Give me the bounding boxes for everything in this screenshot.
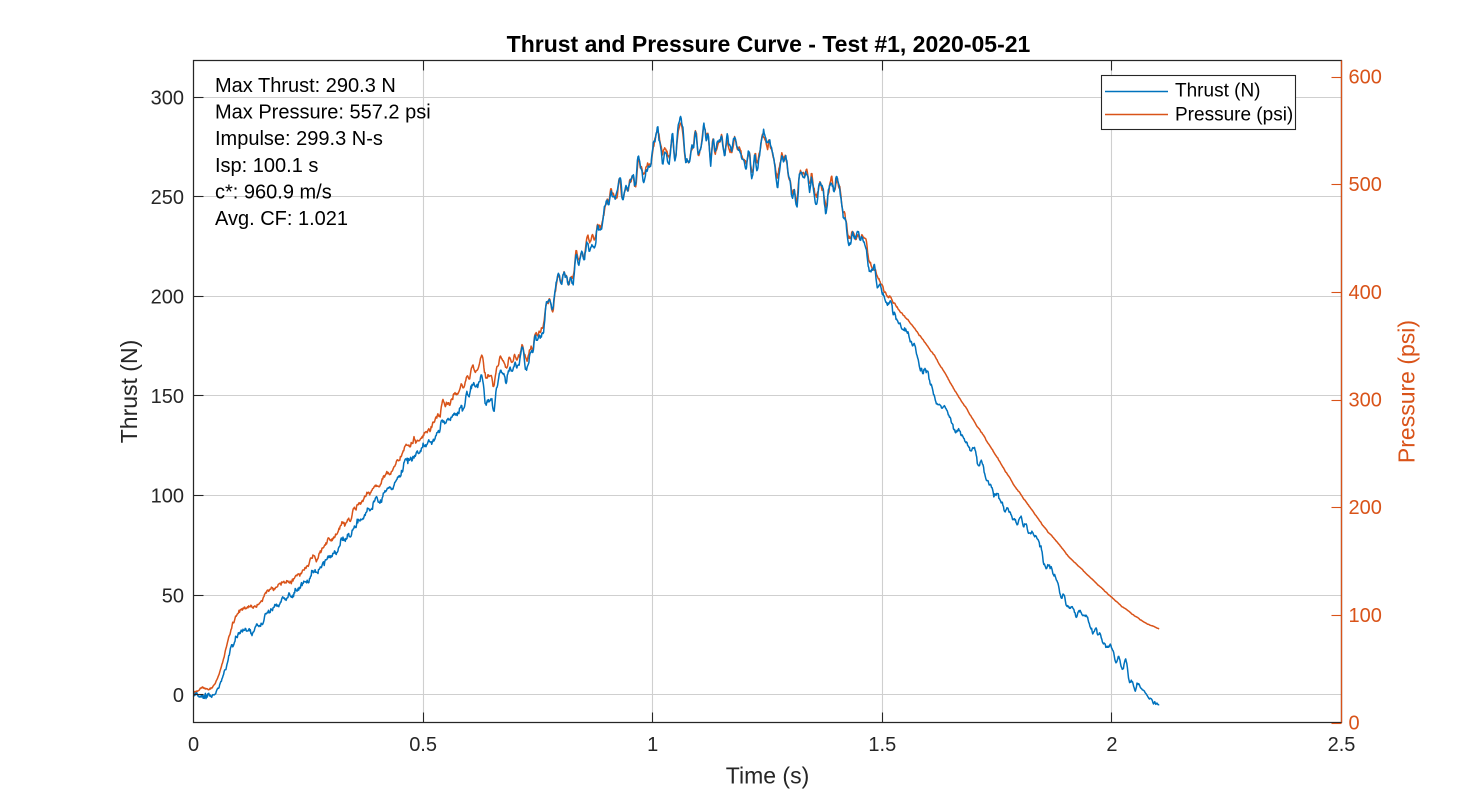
svg-text:600: 600 [1349,67,1382,89]
svg-text:0: 0 [188,734,199,756]
svg-text:300: 300 [1349,390,1382,412]
svg-text:Max Thrust: 290.3 N: Max Thrust: 290.3 N [215,75,396,97]
svg-text:500: 500 [1349,174,1382,196]
svg-text:Avg. CF: 1.021: Avg. CF: 1.021 [215,208,348,230]
svg-text:Thrust and Pressure Curve - Te: Thrust and Pressure Curve - Test #1, 202… [507,31,1031,57]
svg-text:400: 400 [1349,282,1382,304]
svg-text:300: 300 [151,87,184,109]
svg-text:1.5: 1.5 [868,734,896,756]
svg-text:100: 100 [1349,605,1382,627]
svg-text:c*: 960.9 m/s: c*: 960.9 m/s [215,182,332,204]
svg-text:2.5: 2.5 [1328,734,1356,756]
svg-text:Thrust (N): Thrust (N) [116,340,142,444]
svg-text:1: 1 [647,734,658,756]
svg-text:50: 50 [162,585,184,607]
svg-text:Thrust (N): Thrust (N) [1175,81,1261,102]
svg-text:Pressure (psi): Pressure (psi) [1175,104,1293,125]
svg-text:0.5: 0.5 [409,734,437,756]
svg-text:Pressure (psi): Pressure (psi) [1394,320,1420,463]
svg-text:0: 0 [1349,713,1360,735]
svg-text:250: 250 [151,187,184,209]
svg-text:150: 150 [151,386,184,408]
svg-text:2: 2 [1106,734,1117,756]
svg-text:100: 100 [151,486,184,508]
svg-text:Impulse: 299.3 N-s: Impulse: 299.3 N-s [215,128,383,150]
svg-text:Max Pressure: 557.2 psi: Max Pressure: 557.2 psi [215,102,431,124]
svg-text:Isp: 100.1 s: Isp: 100.1 s [215,155,318,177]
svg-text:200: 200 [151,287,184,309]
svg-text:0: 0 [173,685,184,707]
svg-text:200: 200 [1349,497,1382,519]
svg-text:Time (s): Time (s) [726,763,809,789]
